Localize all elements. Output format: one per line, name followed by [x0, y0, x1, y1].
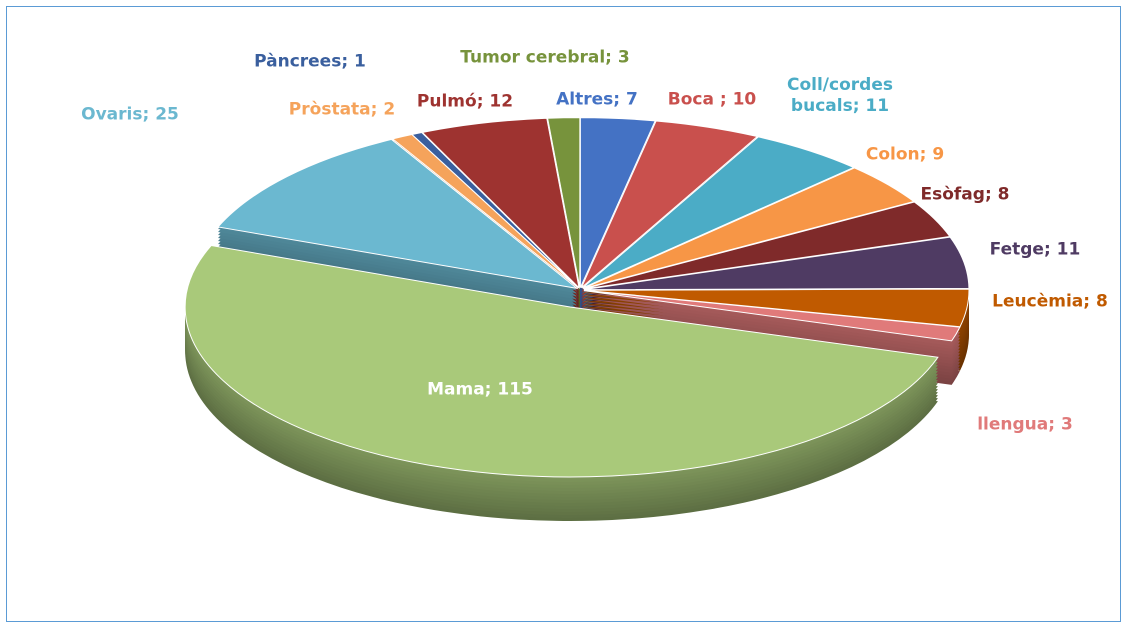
data-label: Pàncrees; 1	[254, 51, 366, 72]
slice	[582, 136, 855, 289]
data-label: Esòfag; 8	[920, 184, 1010, 205]
slice	[583, 290, 961, 342]
data-label: Pròstata; 2	[288, 99, 396, 120]
slice-side	[583, 295, 960, 346]
data-label: Tumor cerebral; 3	[460, 47, 630, 68]
data-label: Pulmó; 12	[416, 91, 514, 112]
slice-side	[583, 307, 960, 358]
slice	[547, 117, 581, 288]
data-label: Leucèmia; 8	[992, 291, 1108, 312]
slice-side	[583, 298, 960, 349]
data-label: Coll/cordes bucals; 11	[787, 74, 893, 116]
data-label: Boca ; 10	[667, 89, 757, 110]
data-label: Ovaris; 25	[81, 104, 179, 125]
slice	[582, 167, 915, 290]
data-label: llengua; 3	[977, 414, 1073, 435]
data-label: Mama; 115	[427, 379, 533, 400]
slice-side	[583, 304, 960, 355]
slice	[583, 236, 970, 291]
slice	[421, 117, 580, 290]
slice	[391, 134, 579, 289]
slice	[184, 244, 939, 478]
slice-side	[583, 292, 960, 343]
data-label: Fetge; 11	[989, 239, 1081, 260]
data-label: Altres; 7	[556, 89, 638, 110]
data-label: Colon; 9	[865, 144, 945, 165]
slice	[583, 201, 951, 290]
slice-side	[583, 301, 960, 352]
slice	[580, 120, 759, 289]
chart-frame	[6, 6, 1121, 622]
slice	[579, 117, 656, 288]
slice	[217, 138, 579, 290]
